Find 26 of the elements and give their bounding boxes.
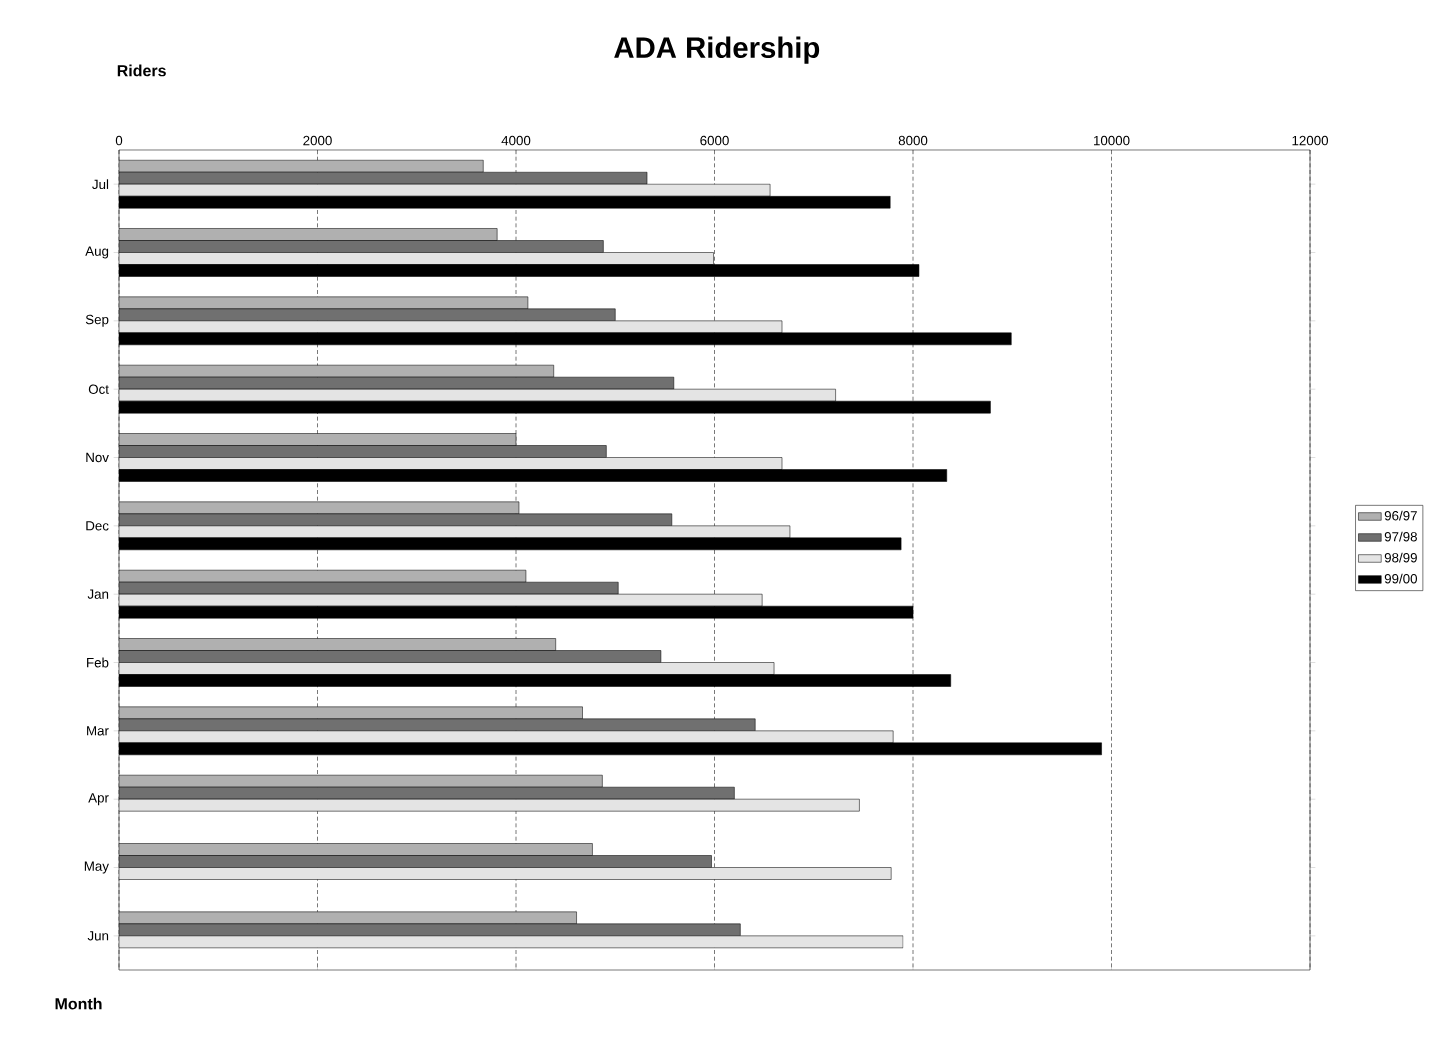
- legend-label: 97/98: [1384, 531, 1417, 542]
- x-tick-label: 10000: [1094, 135, 1130, 146]
- y-tick-label: Oct: [88, 384, 109, 394]
- x-tick-label: 8000: [898, 135, 928, 146]
- y-tick-label: Aug: [85, 246, 109, 259]
- y-tick-label: Jan: [87, 589, 109, 599]
- y-tick-label: Feb: [87, 657, 109, 668]
- x-tick-label: 2000: [303, 135, 332, 146]
- x-tick-label: 0: [115, 135, 123, 146]
- x-tick-label: 12000: [1292, 135, 1329, 146]
- legend-label: 96/97: [1384, 510, 1417, 521]
- y-tick-label: Apr: [88, 793, 109, 806]
- y-tick-label: Dec: [86, 521, 109, 531]
- chart-title: ADA Ridership: [614, 36, 820, 64]
- y-axis-title: Month: [55, 997, 102, 1010]
- y-tick-label: Jul: [92, 179, 109, 190]
- y-tick-label: Sep: [85, 314, 109, 327]
- y-tick-label: Mar: [87, 726, 109, 736]
- y-tick-label: May: [84, 861, 109, 874]
- legend-label: 98/99: [1384, 552, 1417, 563]
- legend-label: 99/00: [1384, 573, 1418, 584]
- y-tick-label: Jun: [87, 931, 109, 941]
- x-tick-label: 4000: [501, 135, 531, 146]
- y-tick-label: Nov: [86, 452, 109, 463]
- x-axis-title: Riders: [117, 64, 166, 77]
- x-tick-label: 6000: [700, 135, 729, 146]
